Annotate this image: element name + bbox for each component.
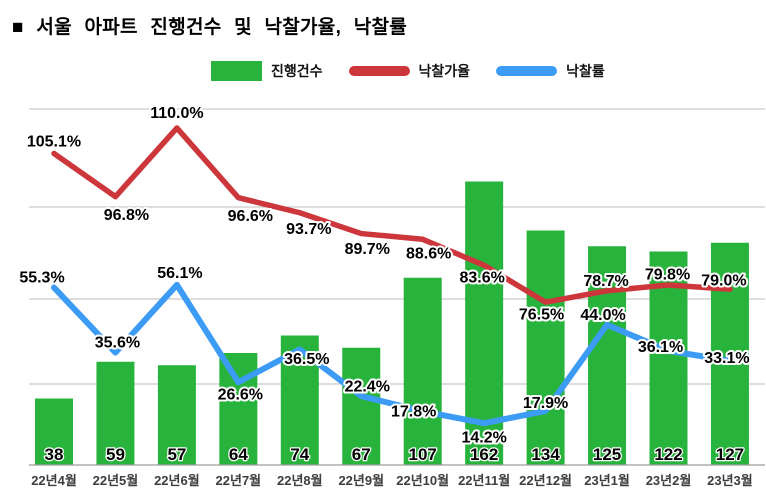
bar-swatch-icon [211,61,262,81]
bar [35,398,73,465]
price-ratio-label: 89.7% [345,241,390,258]
price-ratio-label: 105.1% [27,134,81,151]
sale-rate-label: 17.8% [391,403,436,420]
bar-value-label: 74 [290,445,309,464]
sale-rate-label: 26.6% [218,386,263,403]
bar-value-label: 67 [352,445,371,464]
sale-rate-label: 55.3% [19,270,64,287]
x-axis-label: 22년5월 [93,473,139,488]
bar-value-label: 57 [167,445,186,464]
x-axis-label: 22년10월 [396,473,449,488]
price-ratio-label: 88.6% [406,245,451,262]
legend-item-bar-series: 진행건수 [211,61,323,81]
bar [710,242,749,465]
bar-value-label: 134 [531,445,560,464]
legend-label-sale-rate: 낙찰률 [566,63,605,79]
sale-rate-label: 56.1% [157,265,202,282]
bar [342,347,381,465]
price-ratio-label: 78.7% [583,273,628,290]
x-axis-label: 22년11월 [458,473,510,488]
sale-rate-label: 22.4% [345,378,390,395]
price-ratio-label: 96.6% [228,208,273,225]
bar-value-label: 64 [229,445,248,464]
bar-value-label: 162 [470,445,498,464]
price-ratio-label: 96.8% [104,207,149,224]
sale-rate-label: 36.5% [284,351,329,368]
price-ratio-label: 93.7% [286,221,331,238]
x-axis-label: 23년2월 [646,473,692,488]
bar [588,246,627,465]
x-axis-label: 22년7월 [216,473,262,488]
bar [96,361,135,465]
bar [526,230,565,465]
legend-item-sale-rate: 낙찰률 [496,61,605,81]
blue-line-swatch-icon [496,66,558,76]
price-ratio-label: 83.6% [459,269,504,286]
sale-rate-line [51,281,733,427]
legend-label-bar-series: 진행건수 [271,63,323,79]
sale-rate-label: 36.1% [638,339,683,356]
price-ratio-label: 110.0% [150,105,203,122]
legend-label-price-ratio: 낙찰가율 [418,63,471,79]
chart-title: ■ 서울 아파트 진행건수 및 낙찰가율, 낙찰률 [12,17,408,38]
bar-value-label: 38 [45,445,64,464]
bar-value-label: 127 [716,445,744,464]
x-axis-label: 22년12월 [519,473,572,488]
x-axis-label: 23년1월 [584,473,630,488]
sale-rate-label: 44.0% [580,307,625,324]
chart-legend: 진행건수 낙찰가율 낙찰률 [211,61,605,81]
price-ratio-label: 79.0% [701,272,746,289]
sale-rate-label: 14.2% [461,429,506,446]
bar-value-label: 107 [409,445,437,464]
x-axis-label: 22년8월 [277,473,323,488]
sale-rate-label: 35.6% [95,335,140,352]
x-axis-label: 22년4월 [31,473,77,488]
x-axis-label: 22년6월 [154,473,200,488]
bar [403,277,442,465]
bar [219,353,258,465]
red-line-swatch-icon [348,66,410,76]
sale-rate-label: 17.9% [523,395,568,412]
price-ratio-line [51,125,733,305]
x-axis-label: 22년9월 [338,473,384,488]
bar [157,365,196,465]
sale-rate-label: 33.1% [704,350,749,367]
bar-value-label: 59 [106,445,125,464]
price-ratio-label: 79.8% [645,266,690,283]
bar-value-label: 122 [654,445,682,464]
bar-value-label: 125 [593,445,621,464]
legend-item-price-ratio: 낙찰가율 [348,61,471,81]
x-axis-label: 23년3월 [707,473,753,488]
price-ratio-label: 76.5% [519,306,564,323]
